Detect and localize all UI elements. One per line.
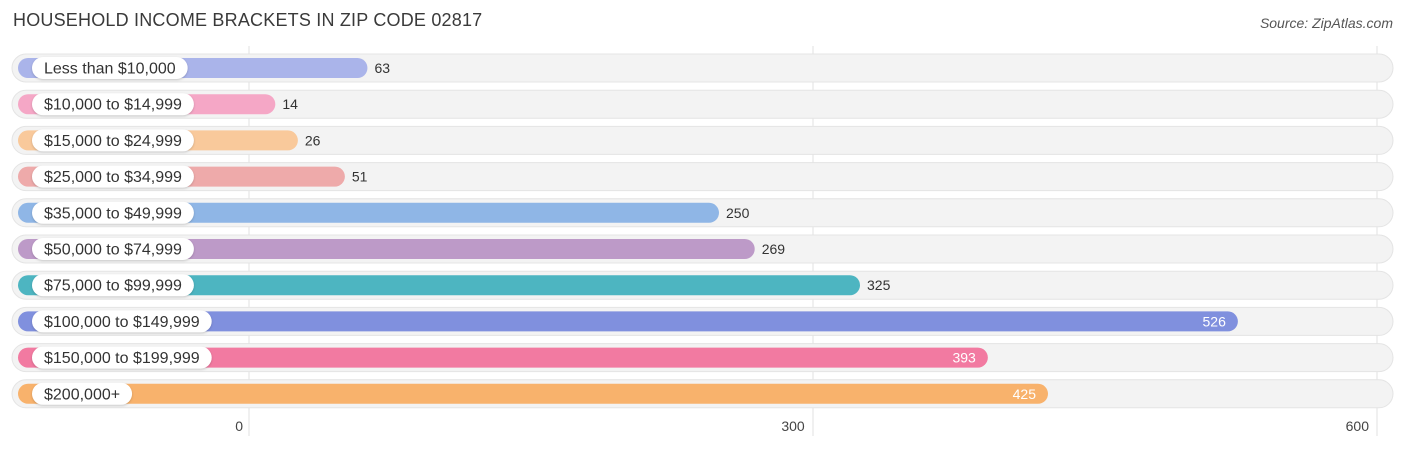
category-label: $100,000 to $149,999 xyxy=(44,314,200,331)
value-label: 51 xyxy=(352,169,368,185)
value-label: 393 xyxy=(952,350,976,366)
category-label: $25,000 to $34,999 xyxy=(44,169,182,186)
bar xyxy=(18,383,1048,404)
category-pill xyxy=(32,93,194,116)
bar-row: $35,000 to $49,999 250 xyxy=(11,198,1394,228)
bar-row: $100,000 to $149,999 526 xyxy=(11,306,1394,336)
category-label: $50,000 to $74,999 xyxy=(44,242,182,259)
category-label: Less than $10,000 xyxy=(44,61,176,78)
value-label: 325 xyxy=(867,277,891,293)
source-note: Source: ZipAtlas.com xyxy=(1259,15,1393,31)
bar-track xyxy=(11,89,1394,119)
category-pill xyxy=(32,310,212,333)
bar-row: $10,000 to $14,999 14 xyxy=(11,89,1394,119)
bar xyxy=(18,311,1238,332)
value-label: 63 xyxy=(374,60,390,76)
chart-title: HOUSEHOLD INCOME BRACKETS IN ZIP CODE 02… xyxy=(13,10,483,30)
tick-label: 600 xyxy=(1346,418,1370,434)
category-pill xyxy=(32,274,194,297)
value-label: 250 xyxy=(726,205,750,221)
bar-track xyxy=(11,162,1394,192)
category-label: $150,000 to $199,999 xyxy=(44,350,200,367)
category-label: $15,000 to $24,999 xyxy=(44,133,182,150)
bar-row: $75,000 to $99,999 325 xyxy=(11,270,1394,300)
value-label: 526 xyxy=(1203,313,1227,329)
category-pill xyxy=(32,382,133,405)
bar-track xyxy=(11,125,1394,155)
category-pill xyxy=(32,346,212,369)
category-pill xyxy=(32,238,194,260)
tick-label: 300 xyxy=(781,418,805,434)
category-label: $75,000 to $99,999 xyxy=(44,278,182,295)
bar xyxy=(18,202,719,223)
bar-row: $15,000 to $24,999 26 xyxy=(11,125,1394,155)
x-axis: 0 300 600 xyxy=(235,418,1369,434)
tick-label: 0 xyxy=(235,418,243,434)
category-pill xyxy=(32,201,194,224)
bar-row: Less than $10,000 63 xyxy=(11,53,1394,83)
category-pill xyxy=(32,57,188,79)
category-label: $10,000 to $14,999 xyxy=(44,97,182,114)
category-label: $200,000+ xyxy=(44,386,120,403)
bar-row: $200,000+ 425 xyxy=(11,379,1394,409)
bar-row: $25,000 to $34,999 51 xyxy=(11,162,1394,192)
value-label: 425 xyxy=(1013,386,1037,402)
value-label: 269 xyxy=(762,241,786,257)
value-label: 14 xyxy=(282,96,298,112)
bar xyxy=(18,347,988,368)
value-label: 26 xyxy=(305,132,321,148)
category-label: $35,000 to $49,999 xyxy=(44,205,182,222)
bar xyxy=(18,239,755,259)
bar xyxy=(18,275,860,296)
bar-row: $50,000 to $74,999 269 xyxy=(11,234,1394,264)
category-pill xyxy=(32,165,194,188)
bar-row: $150,000 to $199,999 393 xyxy=(11,343,1394,373)
category-pill xyxy=(32,129,194,152)
rows-layer: Less than $10,000 63$10,000 to $14,999 14$… xyxy=(11,53,1394,409)
